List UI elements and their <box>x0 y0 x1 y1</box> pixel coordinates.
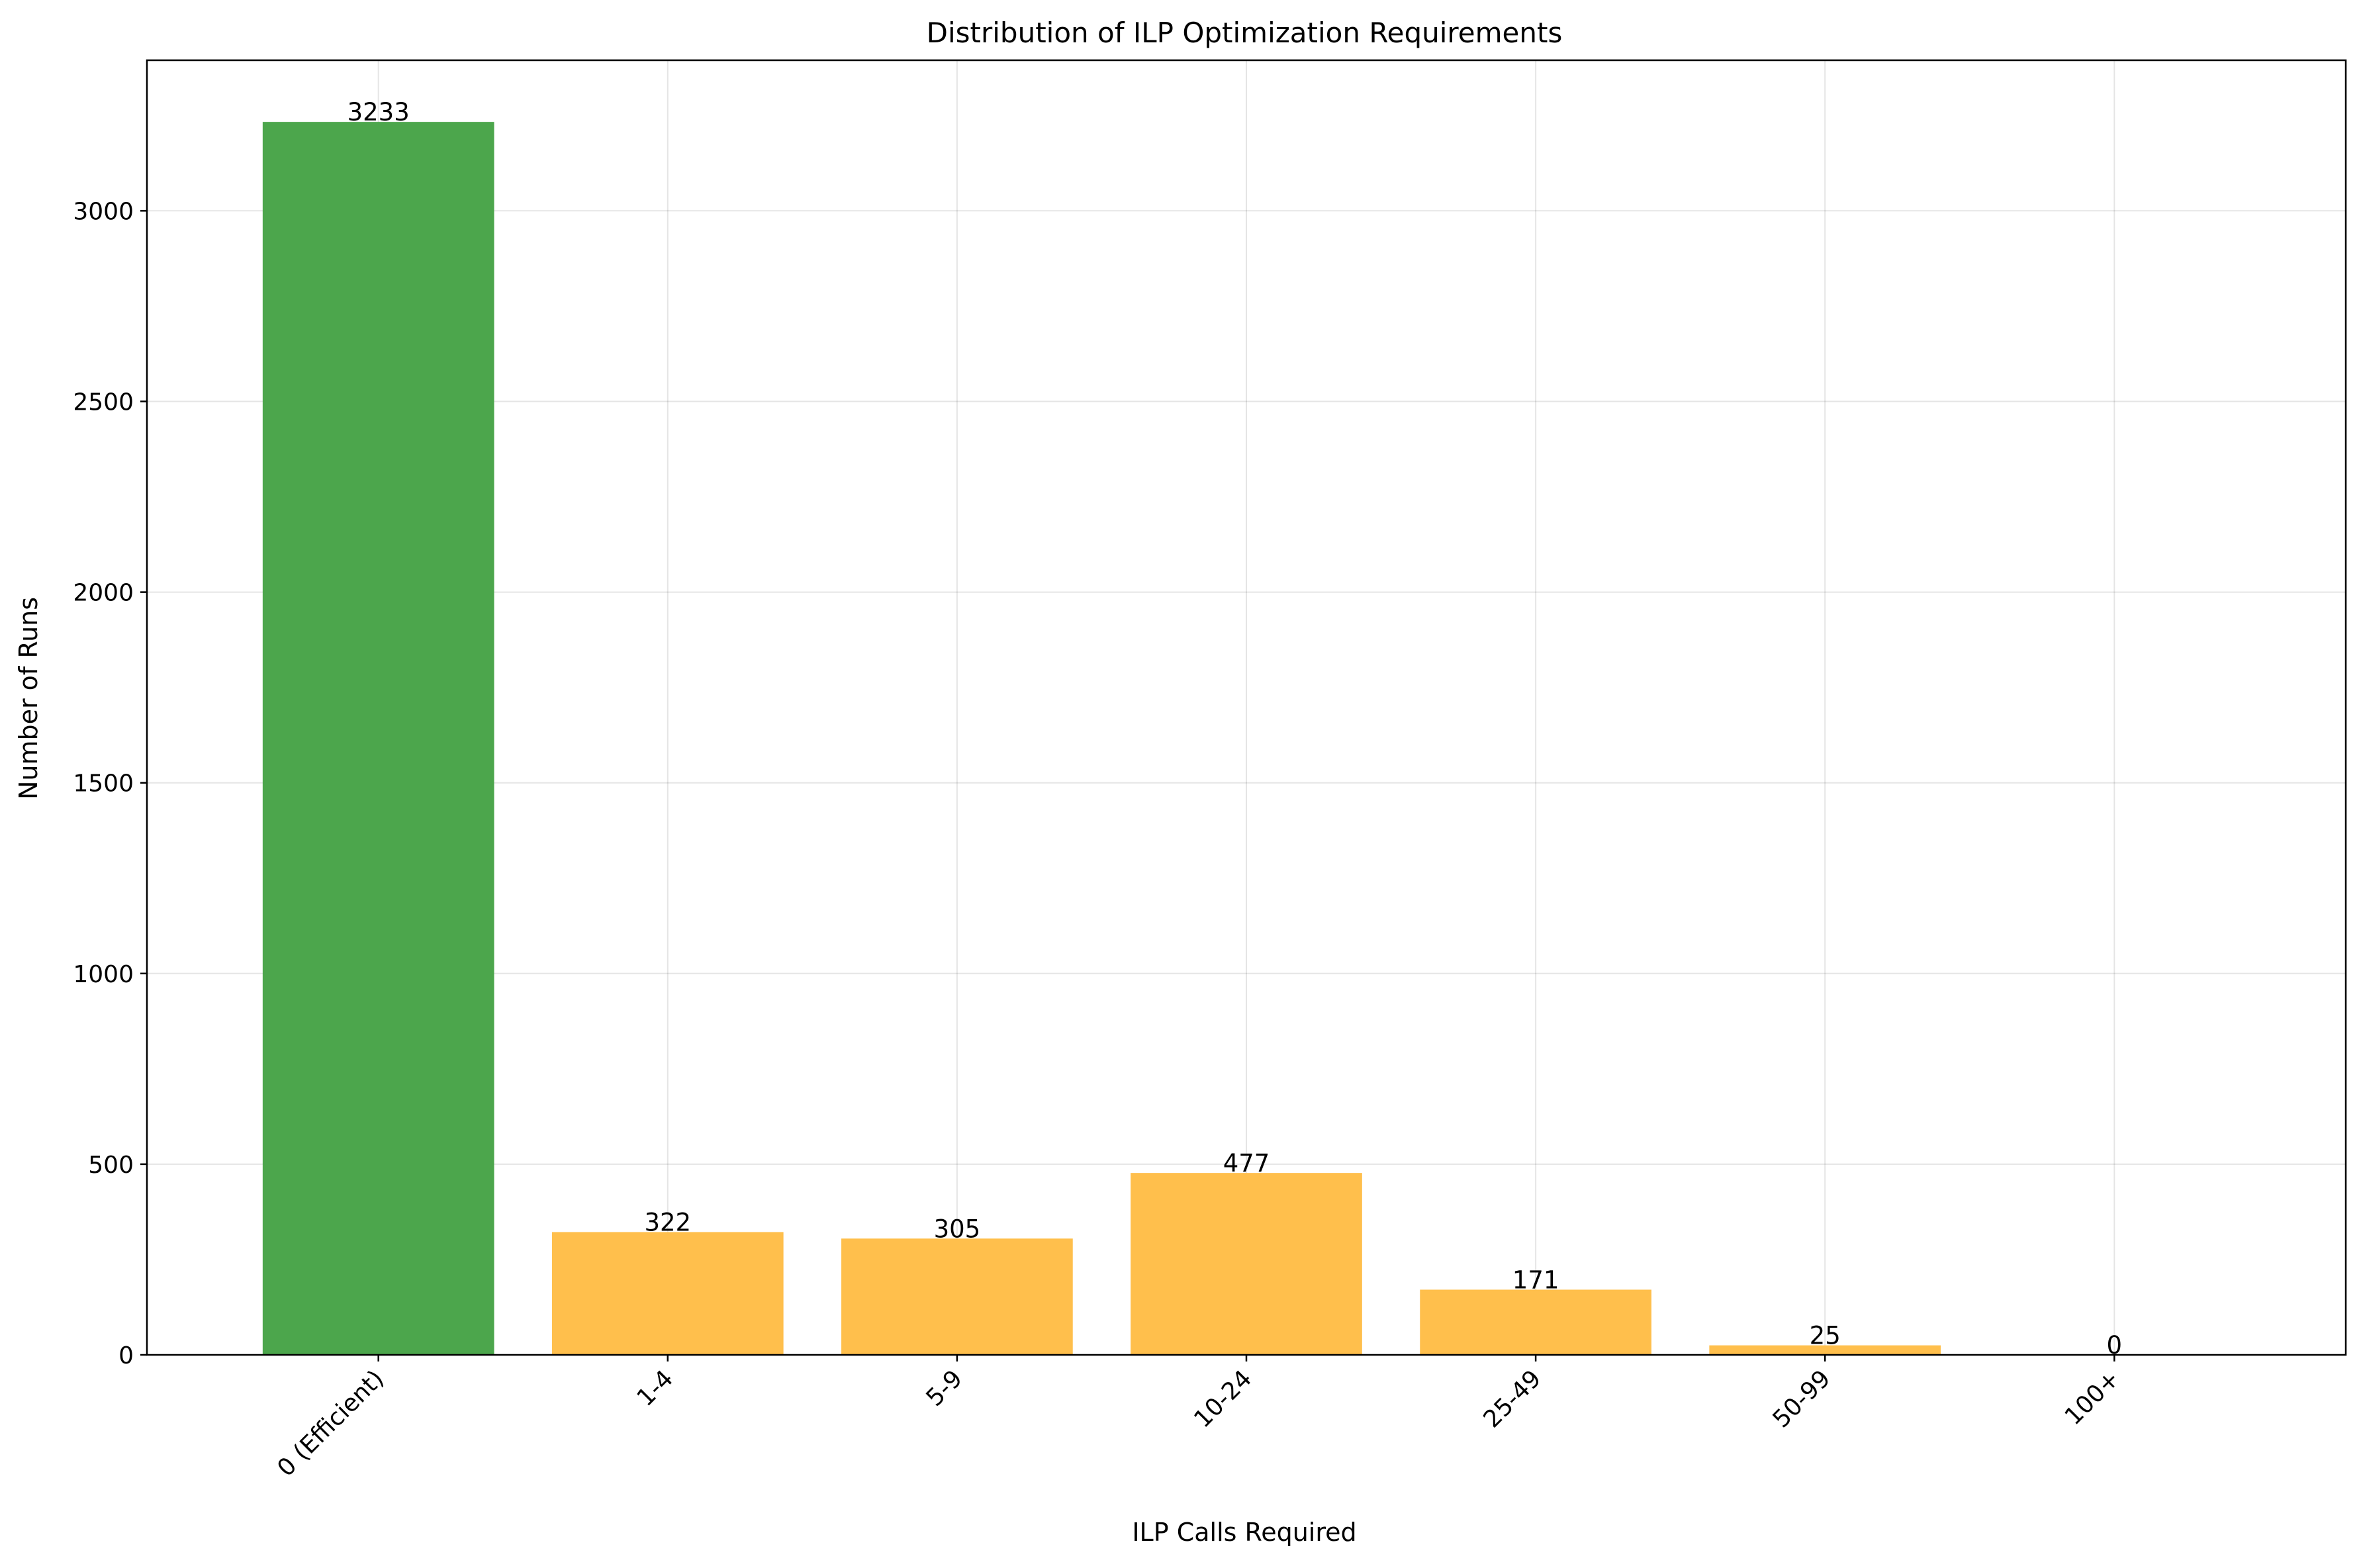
y-tick-label: 2500 <box>73 389 134 416</box>
bar-3 <box>1131 1173 1362 1355</box>
y-tick-label: 1000 <box>73 961 134 988</box>
data-label: 171 <box>1512 1266 1559 1294</box>
bar-0 <box>262 122 494 1356</box>
data-labels: 3233 322 305 477 171 25 0 <box>348 98 2122 1360</box>
data-label: 25 <box>1810 1322 1841 1350</box>
data-label: 3233 <box>348 98 410 126</box>
y-tick-label: 500 <box>88 1152 134 1179</box>
y-tick-label: 1500 <box>73 770 134 798</box>
bar-2 <box>841 1238 1073 1355</box>
bars <box>262 122 1941 1356</box>
y-tick-label: 2000 <box>73 580 134 607</box>
bar-5 <box>1709 1345 1941 1355</box>
data-label: 0 <box>2107 1331 2123 1360</box>
chart-title: Distribution of ILP Optimization Require… <box>927 17 1563 49</box>
bar-1 <box>551 1232 784 1355</box>
data-label: 305 <box>934 1215 981 1243</box>
data-label: 322 <box>644 1208 691 1236</box>
y-axis-label: Number of Runs <box>14 597 43 800</box>
data-label: 477 <box>1223 1149 1270 1177</box>
bar-4 <box>1420 1289 1651 1355</box>
x-axis-label: ILP Calls Required <box>1132 1518 1356 1547</box>
y-tick-label: 3000 <box>73 198 134 225</box>
y-tick-label: 0 <box>118 1342 134 1369</box>
